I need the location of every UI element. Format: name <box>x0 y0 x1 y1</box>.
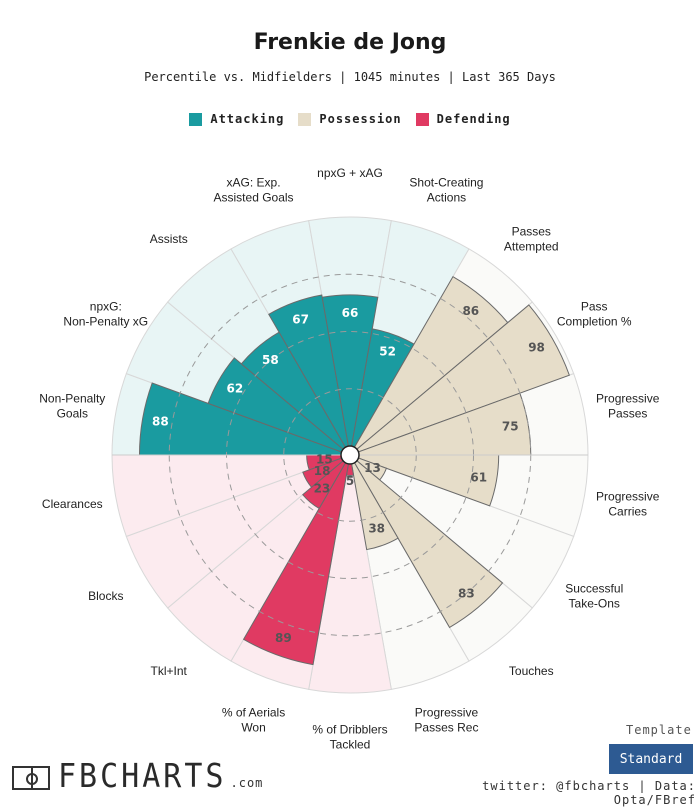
category-label-npxg-non-penalty-xg: npxG: Non-Penalty xG <box>63 300 148 329</box>
value-label-blocks: 18 <box>314 464 331 478</box>
category-label-assists: Assists <box>150 232 188 246</box>
legend-swatch-defending <box>415 112 429 126</box>
category-label-non-penalty-goals: Non-Penalty Goals <box>39 392 105 421</box>
legend-swatch-possession <box>298 112 312 126</box>
category-label-of-aerials-won: % of Aerials Won <box>222 705 285 734</box>
value-label-progressive-passes-rec: 38 <box>368 521 385 535</box>
value-label-pass-completion: 98 <box>528 340 545 354</box>
value-label-shot-creating-actions: 52 <box>379 345 396 359</box>
category-label-progressive-passes-rec: Progressive Passes Rec <box>414 705 478 734</box>
category-label-progressive-carries: Progressive Carries <box>596 489 660 518</box>
legend-label-possession: Possession <box>319 112 402 126</box>
logo-text: FBCHARTS <box>58 757 227 796</box>
legend-label-defending: Defending <box>436 112 511 126</box>
category-label-clearances: Clearances <box>42 497 103 511</box>
chart-title: Frenkie de Jong <box>253 30 447 55</box>
logo-suffix: .com <box>230 776 264 790</box>
value-label-non-penalty-goals: 88 <box>152 415 169 429</box>
legend-item-possession: Possession <box>298 112 401 126</box>
value-label-assists: 58 <box>262 353 279 367</box>
legend: Attacking Possession Defending <box>0 112 700 126</box>
legend-label-attacking: Attacking <box>210 112 285 126</box>
value-label-passes-attempted: 86 <box>462 304 479 318</box>
center-circle <box>340 445 360 465</box>
category-label-progressive-passes: Progressive Passes <box>596 392 660 421</box>
category-label-of-dribblers-tackled: % of Dribblers Tackled <box>312 723 387 752</box>
template-standard-button[interactable]: Standard <box>609 744 693 774</box>
category-label-tkl-int: Tkl+Int <box>151 664 188 678</box>
value-label-clearances: 15 <box>316 453 333 467</box>
value-label-npxg-non-penalty-xg: 62 <box>226 382 243 396</box>
value-label-npxg-xag: 66 <box>342 306 359 320</box>
value-label-of-dribblers-tackled: 5 <box>346 474 354 488</box>
category-label-passes-attempted: Passes Attempted <box>504 224 559 253</box>
value-label-progressive-passes: 75 <box>502 420 519 434</box>
category-label-shot-creating-actions: Shot-Creating Actions <box>409 176 483 205</box>
template-label: Template <box>626 723 692 737</box>
fbcharts-logo: FBCHARTS .com <box>12 757 264 796</box>
category-label-touches: Touches <box>509 664 554 678</box>
value-label-tkl-int: 23 <box>314 481 331 495</box>
category-label-successful-take-ons: Successful Take-Ons <box>565 582 623 611</box>
value-label-xag-exp-assisted-goals: 67 <box>292 312 309 326</box>
value-label-of-aerials-won: 89 <box>275 631 292 645</box>
legend-item-defending: Defending <box>415 112 511 126</box>
category-label-npxg-xag: npxG + xAG <box>317 166 383 180</box>
legend-item-attacking: Attacking <box>189 112 284 126</box>
value-label-progressive-carries: 61 <box>470 471 487 485</box>
legend-swatch-attacking <box>189 112 203 126</box>
value-label-successful-take-ons: 13 <box>364 461 381 475</box>
credits-text: twitter: @fbcharts | Data: Opta/FBref <box>482 779 696 807</box>
category-label-blocks: Blocks <box>88 589 123 603</box>
chart-subtitle: Percentile vs. Midfielders | 1045 minute… <box>144 70 556 84</box>
pitch-icon <box>12 766 50 790</box>
value-label-touches: 83 <box>458 587 475 601</box>
category-label-pass-completion: Pass Completion % <box>557 300 632 329</box>
category-label-xag-exp-assisted-goals: xAG: Exp. Assisted Goals <box>214 176 294 205</box>
